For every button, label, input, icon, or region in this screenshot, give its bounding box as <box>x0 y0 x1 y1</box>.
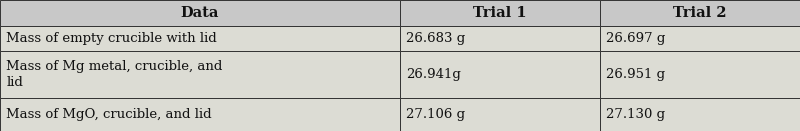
Text: Mass of MgO, crucible, and lid: Mass of MgO, crucible, and lid <box>6 108 212 121</box>
Bar <box>600 0 800 26</box>
Bar <box>400 26 600 51</box>
Bar <box>600 26 800 51</box>
Bar <box>0 98 400 131</box>
Text: 26.683 g: 26.683 g <box>406 32 466 45</box>
Bar <box>400 51 600 98</box>
Bar <box>600 98 800 131</box>
Text: Mass of Mg metal, crucible, and
lid: Mass of Mg metal, crucible, and lid <box>6 60 222 89</box>
Bar <box>0 0 400 26</box>
Text: 27.130 g: 27.130 g <box>606 108 666 121</box>
Bar <box>0 51 400 98</box>
Text: Trial 2: Trial 2 <box>673 6 727 20</box>
Text: Trial 1: Trial 1 <box>473 6 527 20</box>
Bar <box>600 51 800 98</box>
Text: 26.941g: 26.941g <box>406 68 462 81</box>
Bar <box>0 26 400 51</box>
Text: Data: Data <box>181 6 219 20</box>
Text: 26.697 g: 26.697 g <box>606 32 666 45</box>
Bar <box>400 0 600 26</box>
Text: 27.106 g: 27.106 g <box>406 108 466 121</box>
Text: Mass of empty crucible with lid: Mass of empty crucible with lid <box>6 32 217 45</box>
Bar <box>400 98 600 131</box>
Text: 26.951 g: 26.951 g <box>606 68 666 81</box>
